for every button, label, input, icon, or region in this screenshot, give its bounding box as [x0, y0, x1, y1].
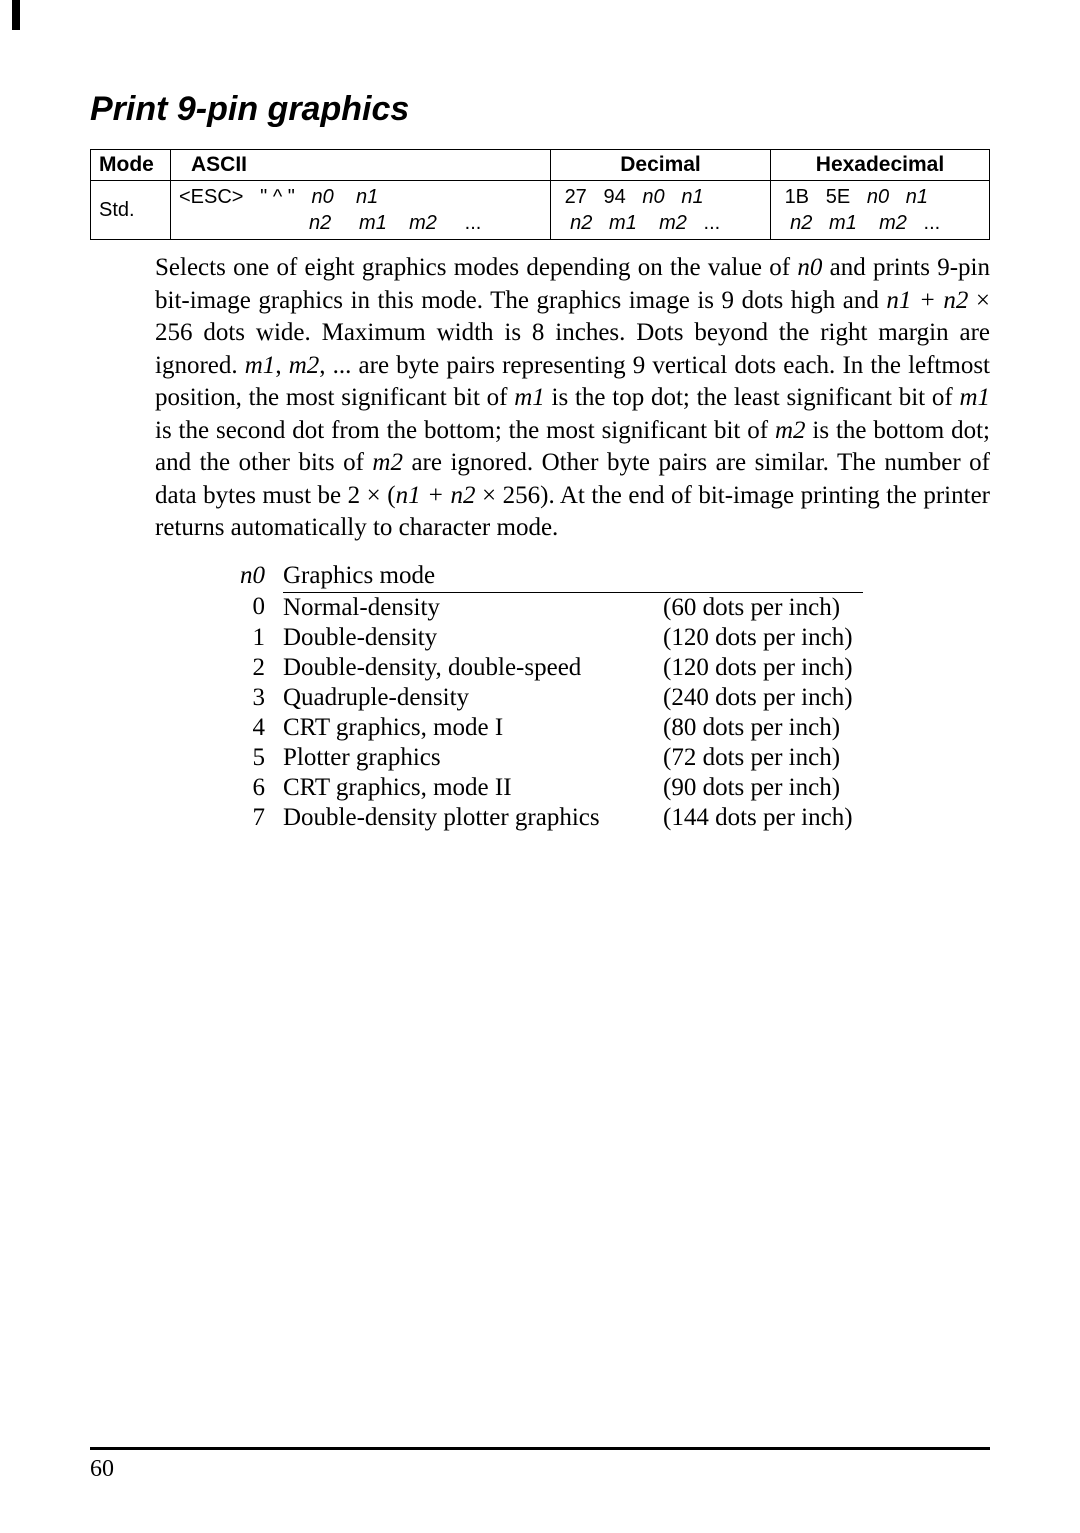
dec-m2: m2	[659, 212, 687, 234]
ascii-n1: n1	[356, 186, 378, 208]
dec-94: 94	[603, 186, 625, 208]
hex-m1: m1	[829, 212, 857, 234]
ascii-esc: <ESC>	[179, 186, 243, 208]
modes-idx: 1	[240, 623, 283, 653]
modes-header-label: Graphics mode	[283, 561, 863, 593]
modes-row: 6 CRT graphics, mode II (90 dots per inc…	[240, 773, 863, 803]
modes-name: Quadruple-density	[283, 683, 663, 713]
description-paragraph: Selects one of eight graphics modes depe…	[155, 252, 990, 545]
modes-name: Normal-density	[283, 592, 663, 623]
footer-rule	[90, 1447, 990, 1450]
ascii-m1: m1	[359, 212, 387, 234]
body-n1n2: n1 + n2	[886, 287, 968, 314]
modes-name: CRT graphics, mode I	[283, 713, 663, 743]
graphics-modes-table: n0 Graphics mode 0 Normal-density (60 do…	[240, 561, 863, 833]
hex-n1: n1	[906, 186, 928, 208]
dec-m1: m1	[609, 212, 637, 234]
decimal-cell: 27 94 n0 n1 n2 m1 m2 ...	[551, 181, 771, 240]
modes-header-row: n0 Graphics mode	[240, 561, 863, 593]
modes-dpi: (120 dots per inch)	[663, 623, 863, 653]
hex-line1: 1B 5E n0 n1	[779, 186, 928, 208]
dec-line1: 27 94 n0 n1	[559, 186, 704, 208]
dec-27: 27	[565, 186, 587, 208]
body-m1: m1	[245, 352, 276, 379]
page-number: 60	[90, 1456, 990, 1483]
body-m2: m2	[289, 352, 320, 379]
table-header-row: Mode ASCII Decimal Hexadecimal	[91, 150, 990, 181]
hex-n0: n0	[867, 186, 889, 208]
command-codes-table: Mode ASCII Decimal Hexadecimal Std. <ESC…	[90, 149, 990, 240]
table-row: Std. <ESC> " ^ " n0 n1 n2 m1 m2 ... 27 9…	[91, 181, 990, 240]
body-m1b: m1	[514, 384, 545, 411]
hex-5e: 5E	[826, 186, 850, 208]
modes-idx: 0	[240, 592, 283, 623]
ascii-dots: ...	[465, 212, 482, 234]
modes-header-idx: n0	[240, 561, 283, 593]
body-m2c: m2	[372, 449, 403, 476]
modes-idx: 6	[240, 773, 283, 803]
col-ascii: ASCII	[171, 150, 551, 181]
hex-m2: m2	[879, 212, 907, 234]
modes-dpi: (120 dots per inch)	[663, 653, 863, 683]
dec-n1: n1	[681, 186, 703, 208]
body-n0: n0	[797, 254, 822, 281]
body-text: is the second dot from the bottom; the m…	[155, 417, 775, 444]
modes-idx: 3	[240, 683, 283, 713]
ascii-m2: m2	[409, 212, 437, 234]
modes-row: 3 Quadruple-density (240 dots per inch)	[240, 683, 863, 713]
modes-dpi: (80 dots per inch)	[663, 713, 863, 743]
dec-n0: n0	[642, 186, 664, 208]
hex-1b: 1B	[785, 186, 809, 208]
modes-row: 1 Double-density (120 dots per inch)	[240, 623, 863, 653]
body-n1n2b: n1 + n2	[396, 482, 476, 509]
modes-row: 2 Double-density, double-speed (120 dots…	[240, 653, 863, 683]
page-footer: 60	[90, 1447, 990, 1483]
modes-name: Double-density, double-speed	[283, 653, 663, 683]
modes-row: 5 Plotter graphics (72 dots per inch)	[240, 743, 863, 773]
modes-idx: 2	[240, 653, 283, 683]
dec-line2: n2 m1 m2 ...	[559, 212, 720, 234]
hex-cell: 1B 5E n0 n1 n2 m1 m2 ...	[771, 181, 990, 240]
dec-dots: ...	[704, 212, 721, 234]
modes-row: 7 Double-density plotter graphics (144 d…	[240, 803, 863, 833]
col-mode: Mode	[91, 150, 171, 181]
dec-n2: n2	[570, 212, 592, 234]
hex-dots: ...	[924, 212, 941, 234]
modes-idx: 7	[240, 803, 283, 833]
hex-line2: n2 m1 m2 ...	[779, 212, 940, 234]
body-m1c: m1	[959, 384, 990, 411]
modes-row: 0 Normal-density (60 dots per inch)	[240, 592, 863, 623]
modes-dpi: (240 dots per inch)	[663, 683, 863, 713]
modes-dpi: (60 dots per inch)	[663, 592, 863, 623]
ascii-n0: n0	[312, 186, 334, 208]
body-text: ,	[275, 352, 288, 379]
modes-name: Double-density	[283, 623, 663, 653]
modes-idx: 5	[240, 743, 283, 773]
ascii-line1: <ESC> " ^ " n0 n1	[179, 186, 378, 208]
page-title: Print 9-pin graphics	[90, 90, 990, 129]
body-text: Selects one of eight graphics modes depe…	[155, 254, 797, 281]
hex-n2: n2	[790, 212, 812, 234]
modes-name: Plotter graphics	[283, 743, 663, 773]
modes-idx: 4	[240, 713, 283, 743]
modes-row: 4 CRT graphics, mode I (80 dots per inch…	[240, 713, 863, 743]
body-text: is the top dot; the least significant bi…	[545, 384, 960, 411]
modes-dpi: (144 dots per inch)	[663, 803, 863, 833]
ascii-line2: n2 m1 m2 ...	[179, 212, 481, 234]
col-decimal: Decimal	[551, 150, 771, 181]
page-edge-mark	[12, 0, 20, 30]
modes-name: CRT graphics, mode II	[283, 773, 663, 803]
modes-dpi: (72 dots per inch)	[663, 743, 863, 773]
ascii-caret: " ^ "	[260, 186, 295, 208]
ascii-cell: <ESC> " ^ " n0 n1 n2 m1 m2 ...	[171, 181, 551, 240]
modes-dpi: (90 dots per inch)	[663, 773, 863, 803]
ascii-n2: n2	[309, 212, 331, 234]
modes-name: Double-density plotter graphics	[283, 803, 663, 833]
mode-cell: Std.	[91, 181, 171, 240]
col-hex: Hexadecimal	[771, 150, 990, 181]
body-m2b: m2	[775, 417, 806, 444]
